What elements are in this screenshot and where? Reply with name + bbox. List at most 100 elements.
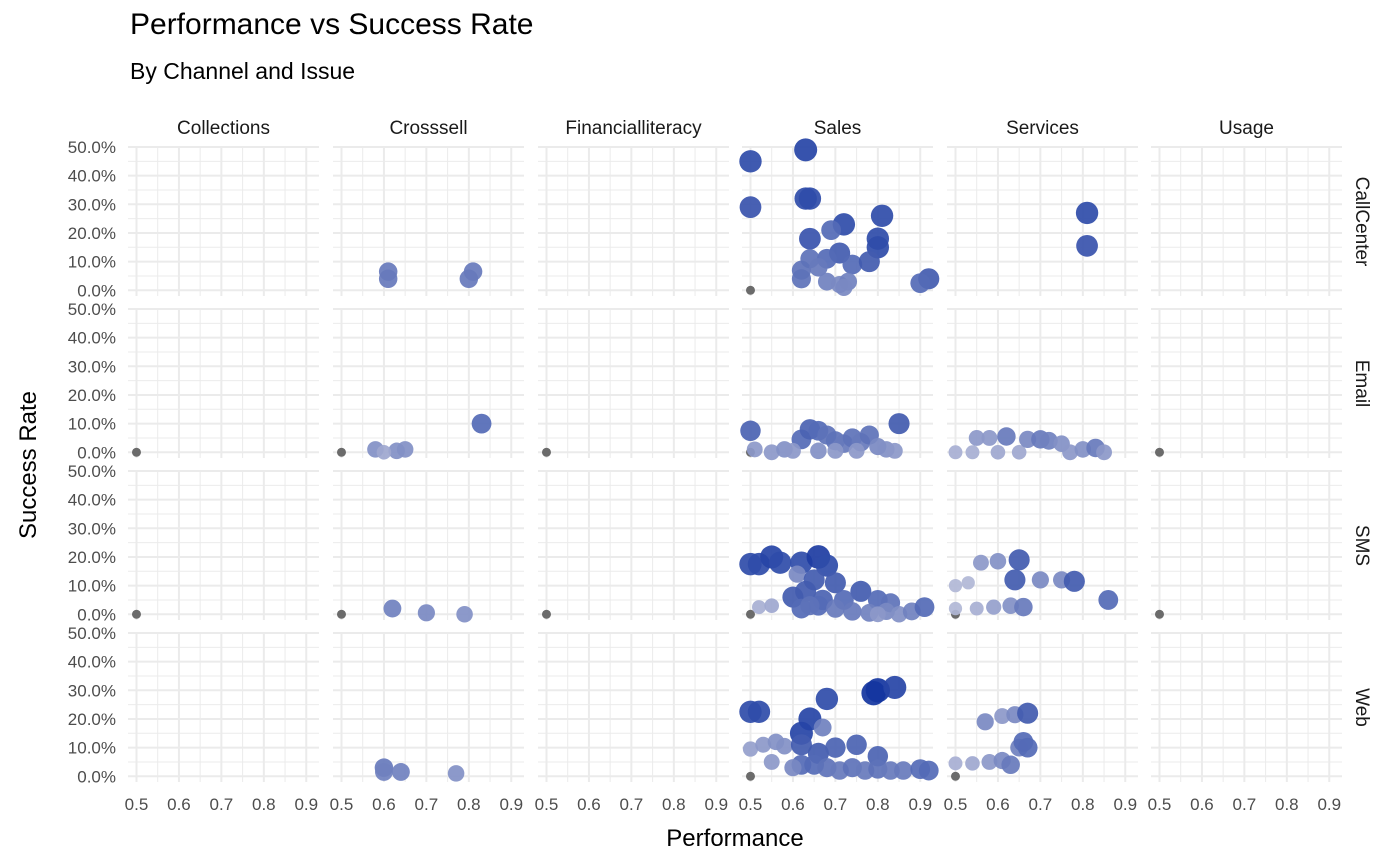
y-tick-label: 20.0% (68, 386, 116, 405)
data-point (763, 444, 780, 461)
y-tick-label: 10.0% (68, 577, 116, 596)
data-point (1011, 444, 1027, 460)
data-point (1017, 702, 1039, 724)
facet-row-label: Web (1351, 688, 1372, 727)
data-point (776, 737, 793, 755)
data-point (739, 150, 762, 173)
x-tick-label: 0.7 (824, 795, 848, 814)
x-tick-label: 0.6 (577, 795, 601, 814)
data-point (784, 759, 802, 777)
y-tick-label: 50.0% (68, 462, 116, 481)
data-point (815, 554, 839, 577)
data-point (378, 269, 398, 289)
x-tick-label: 0.9 (704, 795, 728, 814)
data-point (826, 599, 845, 618)
facet-column-label: Crosssell (389, 118, 467, 139)
data-point (746, 441, 763, 458)
data-point-baseline (541, 447, 551, 457)
data-point (948, 445, 963, 460)
data-point-baseline (1154, 447, 1164, 457)
facet-row-label: SMS (1351, 525, 1372, 566)
y-tick-label: 10.0% (68, 415, 116, 434)
y-tick-label: 50.0% (68, 300, 116, 319)
y-tick-label: 30.0% (68, 357, 116, 376)
y-tick-label: 50.0% (68, 138, 116, 157)
x-tick-label: 0.9 (294, 795, 318, 814)
data-point (447, 765, 465, 782)
data-point (1039, 431, 1058, 450)
data-point (755, 736, 772, 753)
data-point (788, 565, 806, 583)
data-point (798, 187, 822, 210)
y-tick-label: 10.0% (68, 253, 116, 272)
data-point (918, 760, 939, 781)
data-point-baseline (1154, 609, 1164, 619)
y-tick-label: 0.0% (77, 281, 116, 300)
data-point (842, 254, 863, 275)
data-point (1096, 444, 1112, 461)
x-tick-label: 0.7 (415, 795, 439, 814)
data-point (1063, 570, 1085, 592)
data-point (790, 734, 812, 756)
data-point (968, 429, 985, 446)
data-point (1008, 549, 1030, 571)
y-tick-label: 0.0% (77, 605, 116, 624)
data-point (827, 442, 844, 459)
data-point (886, 442, 903, 459)
data-point (799, 227, 821, 250)
y-tick-label: 30.0% (68, 519, 116, 538)
x-axis-title: Performance (666, 825, 803, 852)
data-point (969, 601, 984, 616)
data-point (742, 741, 759, 757)
data-point (752, 600, 766, 615)
x-tick-label: 0.8 (1071, 795, 1095, 814)
data-point (990, 444, 1006, 460)
data-point (981, 429, 998, 446)
x-tick-label: 0.5 (330, 795, 354, 814)
data-point (769, 551, 792, 574)
y-tick-label: 40.0% (68, 653, 116, 672)
data-point (973, 554, 989, 571)
x-tick-label: 0.5 (535, 795, 559, 814)
facet-row-label: CallCenter (1351, 177, 1372, 267)
data-point-baseline (131, 609, 141, 619)
x-tick-label: 0.8 (252, 795, 276, 814)
x-tick-label: 0.5 (125, 795, 149, 814)
data-point (883, 675, 907, 699)
data-point (870, 204, 894, 227)
data-point (1031, 571, 1049, 589)
y-tick-label: 30.0% (68, 681, 116, 700)
data-point (815, 687, 839, 711)
y-tick-label: 40.0% (68, 329, 116, 348)
x-tick-label: 0.6 (167, 795, 191, 814)
y-tick-label: 40.0% (68, 491, 116, 510)
data-point (747, 700, 771, 723)
x-tick-label: 0.9 (499, 795, 523, 814)
y-tick-label: 10.0% (68, 739, 116, 758)
data-point (456, 605, 473, 623)
data-point-baseline (131, 447, 141, 457)
data-point (459, 269, 479, 289)
y-tick-label: 20.0% (68, 710, 116, 729)
x-tick-label: 0.8 (662, 795, 686, 814)
x-tick-label: 0.6 (1190, 795, 1214, 814)
data-point (1098, 590, 1119, 610)
y-tick-label: 20.0% (68, 548, 116, 567)
data-point (821, 220, 842, 240)
data-point-baseline (336, 609, 346, 619)
data-point (888, 413, 910, 435)
label-layer: Collections Crosssell Financialliteracy Sal… (68, 118, 1372, 814)
data-point (1019, 430, 1037, 448)
data-point (1013, 731, 1034, 752)
facet-row-label: Email (1351, 360, 1372, 408)
data-point (948, 578, 963, 593)
point-layer (131, 138, 1164, 782)
data-point (376, 444, 392, 460)
data-point (471, 413, 492, 434)
facet-column-label: Financialliteracy (565, 118, 702, 139)
data-point (383, 599, 402, 618)
data-point (965, 756, 980, 771)
x-tick-label: 0.8 (1275, 795, 1299, 814)
data-point (976, 713, 994, 731)
